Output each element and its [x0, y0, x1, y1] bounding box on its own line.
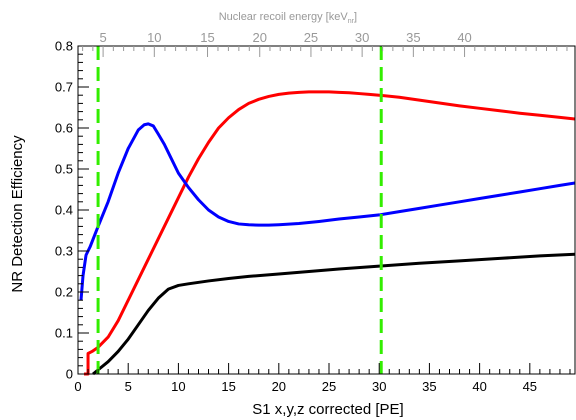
y-tick-label: 0.5	[55, 162, 73, 177]
x-tick-label: 40	[472, 379, 486, 394]
top-tick-label: 25	[304, 30, 318, 45]
top-tick-label: 10	[147, 30, 161, 45]
ticks-layer: 0 5 10 15 20 25 30 35 40 45 0 0.1 0.2 0.3 0.4 0.5 0.6 0.7…	[55, 30, 571, 394]
y-tick-label: 0.2	[55, 285, 73, 300]
x-tick-label: 5	[125, 379, 132, 394]
y-tick-label: 0.7	[55, 80, 73, 95]
y-tick-label: 0	[66, 367, 73, 382]
top-tick-label: 30	[355, 30, 369, 45]
x-tick-label: 10	[171, 379, 185, 394]
series-line-1	[84, 90, 575, 376]
x-tick-label: 20	[272, 379, 286, 394]
y-tick-label: 0.6	[55, 121, 73, 136]
x-tick-label: 0	[74, 379, 81, 394]
y-axis-title: NR Detection Efficiency	[9, 135, 26, 293]
y-tick-label: 0.8	[55, 39, 73, 54]
series-line-2	[79, 122, 575, 301]
top-tick-label: 20	[252, 30, 266, 45]
top-tick-label: 15	[200, 30, 214, 45]
series-line-3	[92, 252, 575, 376]
x-tick-label: 15	[221, 379, 235, 394]
threshold-layer	[96, 46, 383, 374]
top-tick-label: 35	[406, 30, 420, 45]
x-tick-label: 35	[422, 379, 436, 394]
x-tick-label: 45	[523, 379, 537, 394]
top-axis-title-main: Nuclear recoil energy [keV	[219, 11, 349, 23]
series-layer	[79, 90, 575, 376]
top-tick-label: 40	[457, 30, 471, 45]
y-tick-label: 0.4	[55, 203, 73, 218]
top-axis-title-tail: ]	[354, 11, 357, 23]
plot-frame	[77, 45, 576, 375]
x-axis-title: S1 x,y,z corrected [PE]	[252, 401, 403, 418]
y-tick-label: 0.1	[55, 326, 73, 341]
x-tick-label: 30	[372, 379, 386, 394]
y-tick-label: 0.3	[55, 244, 73, 259]
top-axis-title: Nuclear recoil energy [keVnr]	[219, 11, 357, 25]
top-axis-title-subscript: nr	[348, 18, 355, 25]
x-tick-label: 25	[322, 379, 336, 394]
top-tick-label: 5	[99, 30, 106, 45]
